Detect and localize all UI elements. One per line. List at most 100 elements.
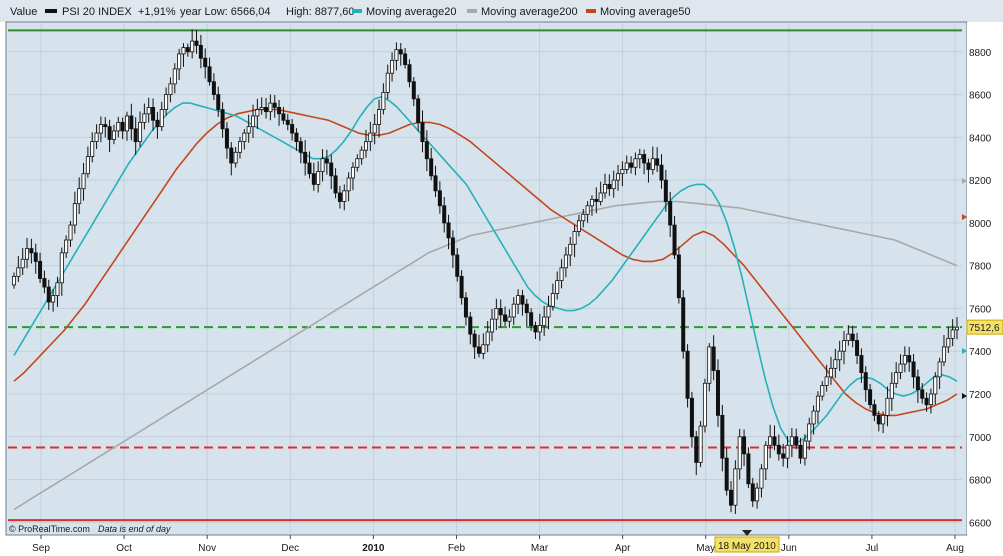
candle-body: [937, 361, 942, 378]
candle-body: [863, 372, 868, 391]
candle-body: [507, 316, 512, 322]
candle-body: [824, 376, 829, 386]
candle-body: [746, 453, 751, 485]
candle-body: [390, 59, 395, 74]
candle-body: [290, 124, 295, 134]
candle-body: [133, 128, 138, 143]
candle-body: [77, 188, 82, 205]
date-marker-box: [714, 536, 780, 553]
candle-body: [294, 132, 299, 143]
y-tick-label: 7400: [969, 347, 992, 358]
footer-note: Data is end of day: [98, 524, 171, 534]
candle-body: [381, 92, 386, 110]
candle-body: [924, 397, 929, 406]
candle-body: [820, 385, 825, 397]
candle-body: [642, 154, 647, 164]
candle-body: [733, 468, 738, 506]
candle-body: [672, 224, 677, 256]
candle-body: [207, 66, 212, 83]
candle-body: [750, 483, 755, 502]
moving-averages: [13, 95, 958, 511]
y-tick-label: 6800: [969, 476, 992, 487]
candle-body: [398, 49, 403, 55]
candle-body: [941, 346, 946, 363]
candle-body: [811, 410, 816, 425]
candle-body: [781, 453, 786, 459]
candle-body: [798, 444, 803, 459]
candle-body: [203, 57, 208, 68]
candle-body: [264, 107, 269, 113]
candle-body: [711, 346, 716, 371]
ma200-line: [13, 200, 958, 511]
candle-body: [907, 355, 912, 363]
candle-body: [372, 124, 377, 134]
candle-body: [555, 280, 560, 294]
candle-body: [911, 361, 916, 378]
candle-body: [872, 404, 877, 416]
candle-body: [437, 190, 442, 207]
candle-body: [881, 414, 886, 425]
candle-body: [868, 389, 873, 406]
candle-body: [537, 325, 542, 333]
candle-body: [277, 107, 282, 115]
candles: [11, 29, 960, 514]
candle-body: [598, 192, 603, 202]
candle-body: [720, 414, 725, 459]
candle-body: [707, 346, 712, 384]
candle-body: [81, 173, 86, 190]
candle-body: [129, 115, 134, 130]
candle-body: [589, 198, 594, 207]
ma50-end-marker-icon: [962, 214, 967, 220]
candle-body: [842, 340, 847, 352]
candle-body: [772, 436, 777, 446]
candle-body: [637, 154, 642, 160]
candle-body: [55, 282, 60, 297]
candle-body: [307, 162, 312, 175]
candle-body: [629, 162, 634, 168]
candle-body: [524, 303, 529, 314]
candle-body: [20, 258, 25, 269]
candle-body: [620, 169, 625, 175]
candle-body: [90, 141, 95, 157]
legend-swatch-instrument: [45, 9, 57, 13]
candle-body: [511, 303, 516, 318]
candle-body: [559, 267, 564, 282]
candle-body: [94, 132, 99, 143]
candle-body: [815, 395, 820, 412]
price-axis-background: [967, 22, 1003, 535]
candle-body: [876, 414, 881, 425]
x-tick-label: Mar: [531, 543, 549, 554]
candle-body: [424, 141, 429, 160]
candle-body: [928, 393, 933, 406]
candle-body: [142, 113, 147, 123]
candle-body: [763, 444, 768, 470]
candle-body: [281, 113, 286, 121]
candle-body: [481, 344, 486, 354]
candle-body: [663, 179, 668, 202]
candle-body: [802, 440, 807, 459]
candle-body: [689, 397, 694, 438]
candle-body: [194, 40, 199, 46]
candle-body: [411, 81, 416, 100]
candle-body: [303, 151, 308, 164]
legend-value-label: Value: [10, 6, 37, 18]
x-tick-label: Feb: [448, 543, 466, 554]
candle-body: [103, 124, 108, 128]
candle-body: [794, 436, 799, 446]
candle-body: [242, 132, 247, 143]
candle-body: [246, 126, 251, 134]
legend-swatch-ma200: [467, 9, 477, 13]
candle-body: [828, 367, 833, 378]
y-tick-label: 8600: [969, 91, 992, 102]
candle-body: [190, 40, 195, 53]
candle-body: [737, 436, 742, 470]
candle-body: [476, 346, 481, 354]
candle-body: [185, 47, 190, 53]
candle-body: [38, 260, 43, 279]
candle-body: [220, 109, 225, 130]
candle-body: [333, 175, 338, 194]
ma200-end-marker-icon: [962, 178, 967, 184]
candle-body: [420, 121, 425, 143]
candle-body: [346, 177, 351, 192]
candle-body: [433, 175, 438, 192]
